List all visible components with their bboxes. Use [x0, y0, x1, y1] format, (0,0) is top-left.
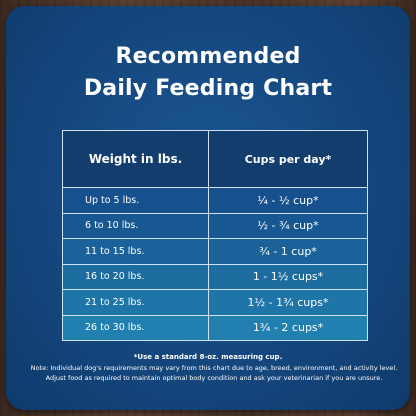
weight-cell: 21 to 25 lbs.	[63, 290, 209, 315]
table-row: 26 to 30 lbs. 1¾ - 2 cups*	[63, 314, 367, 340]
feeding-table: Weight in lbs. Cups per day* Up to 5 lbs…	[62, 130, 368, 341]
measuring-cup-footnote: *Use a standard 8-oz. measuring cup.	[133, 353, 283, 361]
table-header-row: Weight in lbs. Cups per day*	[63, 131, 367, 187]
feeding-chart-card: Recommended Daily Feeding Chart Weight i…	[6, 6, 410, 410]
cups-cell: ¾ - 1 cup*	[259, 244, 317, 258]
cups-cell: ½ - ¾ cup*	[257, 219, 319, 233]
table-row: 16 to 20 lbs. 1 - 1½ cups*	[63, 263, 367, 289]
table-row: Up to 5 lbs. ¼ - ½ cup*	[63, 187, 367, 213]
disclaimer-note: Note: Individual dog's requirements may …	[30, 364, 398, 382]
cups-cell: 1½ - 1¾ cups*	[247, 295, 329, 309]
weight-cell: Up to 5 lbs.	[63, 188, 209, 213]
weight-cell: 6 to 10 lbs.	[63, 213, 209, 238]
weight-cell: 11 to 15 lbs.	[63, 239, 209, 264]
title-line-2: Daily Feeding Chart	[83, 76, 333, 101]
weight-cell: 26 to 30 lbs.	[63, 315, 209, 340]
header-weight: Weight in lbs.	[63, 131, 209, 187]
table-row: 21 to 25 lbs. 1½ - 1¾ cups*	[63, 289, 367, 315]
cups-cell: 1¾ - 2 cups*	[252, 321, 324, 335]
weight-cell: 16 to 20 lbs.	[63, 264, 209, 289]
title-line-1: Recommended	[115, 44, 301, 69]
cups-cell: ¼ - ½ cup*	[257, 193, 319, 207]
table-row: 6 to 10 lbs. ½ - ¾ cup*	[63, 212, 367, 238]
table-row: 11 to 15 lbs. ¾ - 1 cup*	[63, 238, 367, 264]
header-cups: Cups per day*	[244, 152, 332, 166]
cups-cell: 1 - 1½ cups*	[252, 270, 324, 284]
